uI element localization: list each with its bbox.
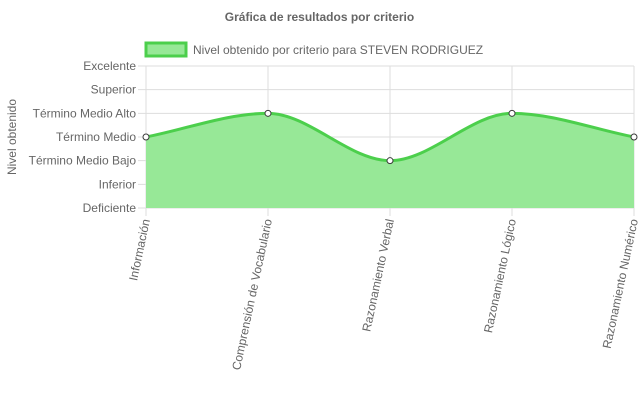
x-tick-label: Razonamiento Verbal: [359, 218, 397, 333]
data-point[interactable]: [630, 133, 638, 141]
data-point[interactable]: [142, 133, 150, 141]
chart-title: Gráfica de resultados por criterio: [225, 10, 414, 24]
y-tick-label: Deficiente: [83, 201, 137, 215]
y-axis-ticks: Deficiente Inferior Término Medio Bajo Térm…: [29, 59, 137, 215]
y-axis-title: Nivel obtenido: [5, 99, 19, 175]
y-tick-label: Inferior: [99, 177, 136, 191]
x-axis-ticks: Información Comprensión de Vocabulario Raz…: [126, 217, 639, 371]
data-point[interactable]: [508, 109, 516, 117]
x-tick-label: Razonamiento Numérico: [600, 217, 639, 349]
legend-swatch[interactable]: [144, 41, 188, 58]
data-point[interactable]: [386, 157, 394, 165]
y-tick-label: Excelente: [83, 59, 136, 73]
x-tick-label: Razonamiento Lógico: [481, 217, 519, 334]
y-tick-label: Término Medio Alto: [33, 106, 137, 120]
x-tick-label: Información: [126, 218, 153, 282]
legend[interactable]: Nivel obtenido por criterio para STEVEN …: [144, 41, 483, 58]
x-tick-label: Comprensión de Vocabulario: [229, 217, 275, 371]
y-tick-label: Término Medio: [56, 130, 136, 144]
data-points: [142, 109, 638, 165]
y-tick-label: Superior: [91, 83, 136, 97]
data-point[interactable]: [264, 109, 272, 117]
y-tick-label: Término Medio Bajo: [29, 154, 137, 168]
legend-label[interactable]: Nivel obtenido por criterio para STEVEN …: [193, 43, 483, 57]
